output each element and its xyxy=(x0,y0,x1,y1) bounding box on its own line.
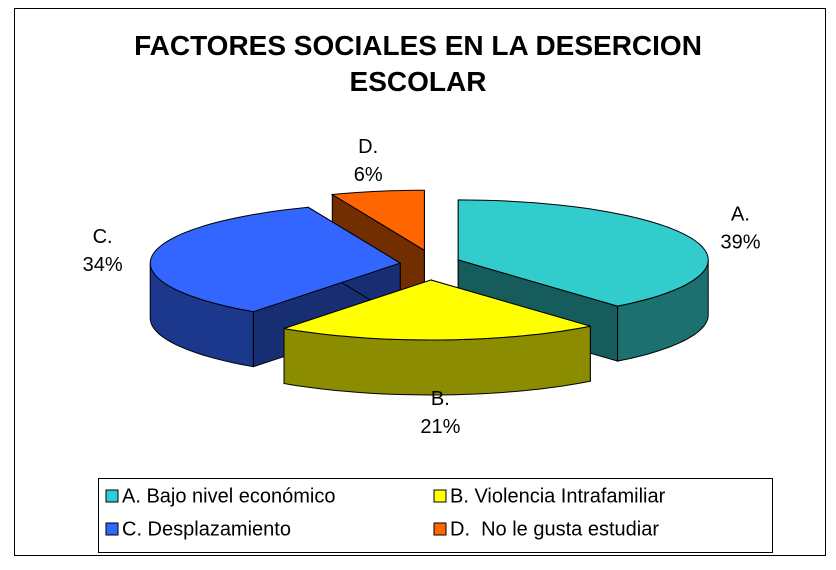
legend-swatch xyxy=(433,522,447,536)
legend-swatch xyxy=(105,489,119,503)
data-label: 39% xyxy=(720,232,760,254)
slice-top xyxy=(457,199,709,307)
chart-frame xyxy=(14,8,826,556)
slice xyxy=(283,279,591,396)
legend-label: C. Desplazamiento xyxy=(122,518,291,540)
data-label-name: B. xyxy=(431,388,450,410)
legend-swatch xyxy=(433,489,447,503)
data-label-name: C. xyxy=(93,226,113,248)
legend-label: A. Bajo nivel económico xyxy=(122,485,335,507)
data-label-name: D. xyxy=(358,136,378,158)
chart-title: FACTORES SOCIALES EN LA DESERCION ESCOLA… xyxy=(134,30,702,97)
legend-label: B. Violencia Intrafamiliar xyxy=(450,485,666,507)
legend-label: D. No le gusta estudiar xyxy=(450,518,659,540)
slice-top xyxy=(283,279,591,341)
data-label-name: A. xyxy=(731,204,750,226)
data-label: 21% xyxy=(420,416,460,438)
data-label: 34% xyxy=(83,254,123,276)
slice-top xyxy=(330,189,425,252)
legend-swatch xyxy=(105,522,119,536)
data-label: 6% xyxy=(354,164,383,186)
slice-top xyxy=(149,206,402,313)
